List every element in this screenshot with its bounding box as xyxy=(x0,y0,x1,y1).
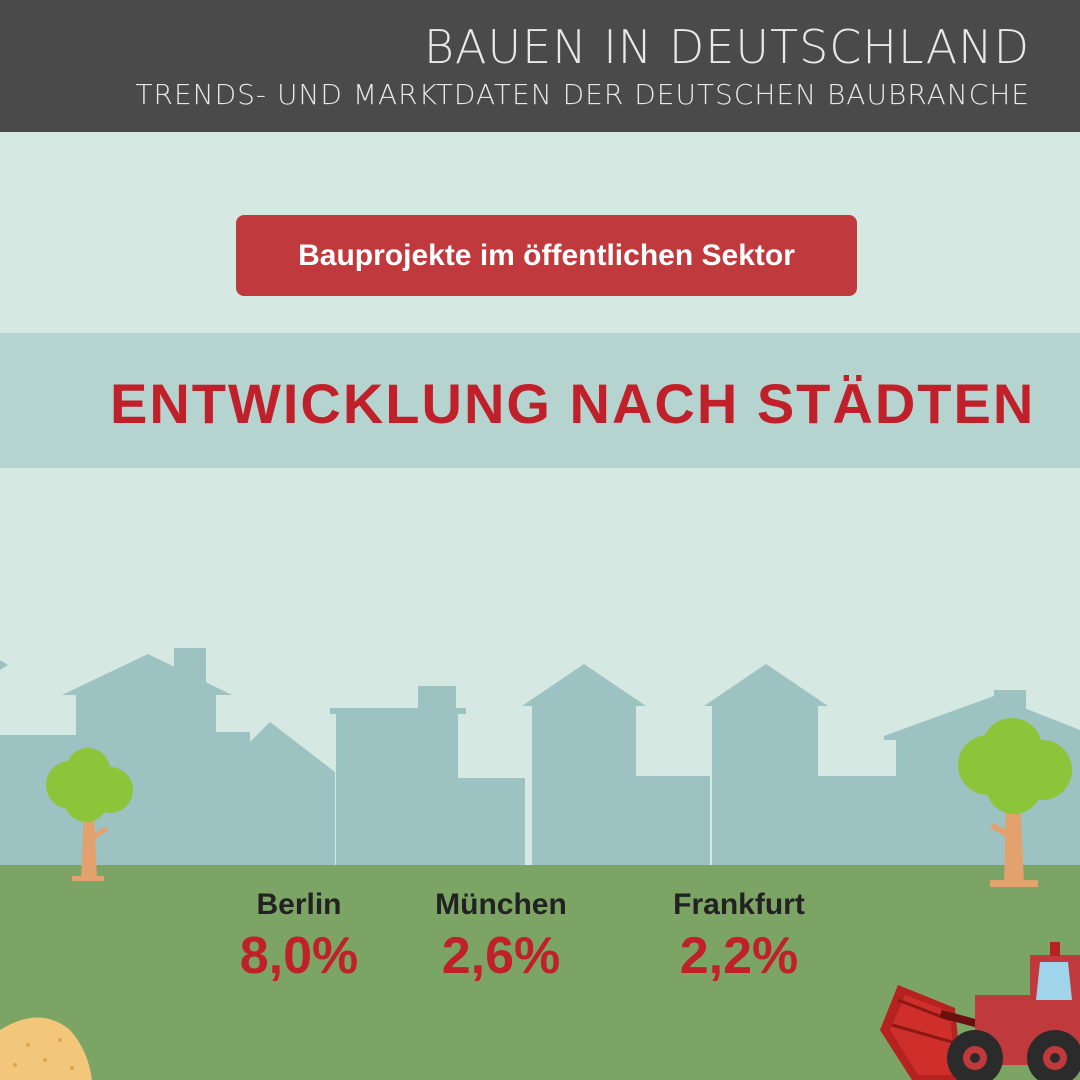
stat-value: 8,0% xyxy=(239,927,359,985)
page-subtitle: TRENDS- UND MARKTDATEN DER DEUTSCHEN BAU… xyxy=(135,78,1030,111)
stat-value: 2,2% xyxy=(679,927,799,985)
stat-city-label: Berlin xyxy=(256,888,342,921)
category-pill: Bauprojekte im öffentlichen Sektor xyxy=(236,215,857,296)
stat-city-label: Frankfurt xyxy=(673,888,805,921)
stat-value: 2,6% xyxy=(441,927,561,985)
page-title: BAUEN IN DEUTSCHLAND xyxy=(423,20,1030,74)
stat-muenchen: München 2,6% xyxy=(401,888,601,986)
stat-city-label: München xyxy=(435,888,567,921)
section-band: ENTWICKLUNG NACH STÄDTEN xyxy=(0,333,1080,468)
stat-frankfurt: Frankfurt 2,2% xyxy=(639,888,839,986)
header-bar: BAUEN IN DEUTSCHLAND TRENDS- UND MARKTDA… xyxy=(0,0,1080,132)
house-skyline-icon xyxy=(0,648,1080,870)
section-heading: ENTWICKLUNG NACH STÄDTEN xyxy=(110,372,1036,435)
stat-berlin: Berlin 8,0% xyxy=(199,888,399,986)
